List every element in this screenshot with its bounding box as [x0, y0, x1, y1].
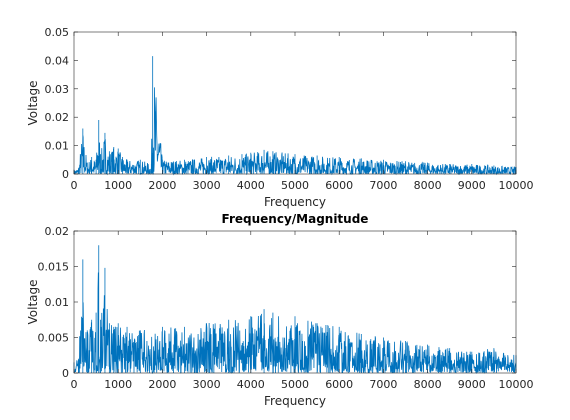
x-axis-label: Frequency [264, 394, 326, 408]
x-tick-label: 5000 [281, 378, 309, 391]
x-tick-label: 10000 [499, 378, 534, 391]
x-axis-label: Frequency [264, 195, 326, 209]
x-tick-label: 2000 [148, 179, 176, 192]
y-tick-label: 0.005 [38, 332, 70, 345]
data-series-line [73, 245, 517, 375]
x-tick-label: 1000 [104, 179, 132, 192]
x-tick-label: 7000 [369, 378, 397, 391]
y-tick-label: 0 [62, 168, 69, 181]
x-tick-label: 10000 [499, 179, 534, 192]
x-tick-label: 1000 [104, 378, 132, 391]
x-tick-label: 4000 [237, 378, 265, 391]
y-tick-label: 0.02 [45, 225, 70, 238]
top-plot: 0 1000 2000 3000 4000 5000 6000 7000 8000 9000 100… [26, 26, 534, 209]
y-tick-label: 0.01 [45, 296, 70, 309]
x-tick-label: 6000 [325, 179, 353, 192]
y-tick-label: 0.02 [45, 111, 70, 124]
y-tick-label: 0 [62, 367, 69, 380]
x-tick-label: 7000 [369, 179, 397, 192]
chart-title: Frequency/Magnitude [222, 212, 369, 226]
x-tick-label: 8000 [414, 179, 442, 192]
y-tick-label: 0.05 [45, 26, 70, 39]
plot-area [74, 32, 516, 174]
x-tick-label: 2000 [148, 378, 176, 391]
x-tick-label: 3000 [193, 378, 221, 391]
bottom-plot: 0 1000 2000 3000 4000 5000 6000 7000 8000 9000 100… [26, 212, 534, 408]
x-tick-label: 6000 [325, 378, 353, 391]
y-axis-label: Voltage [26, 80, 40, 125]
x-tick-label: 0 [71, 378, 78, 391]
y-tick-label: 0.03 [45, 83, 70, 96]
y-axis-label: Voltage [26, 279, 40, 324]
y-tick-label: 0.01 [45, 140, 70, 153]
x-tick-label: 3000 [193, 179, 221, 192]
y-tick-label: 0.04 [45, 54, 70, 67]
x-tick-label: 9000 [458, 378, 486, 391]
y-tick-label: 0.015 [38, 261, 70, 274]
x-tick-label: 0 [71, 179, 78, 192]
x-tick-label: 5000 [281, 179, 309, 192]
x-tick-label: 8000 [414, 378, 442, 391]
x-tick-label: 9000 [458, 179, 486, 192]
x-tick-label: 4000 [237, 179, 265, 192]
